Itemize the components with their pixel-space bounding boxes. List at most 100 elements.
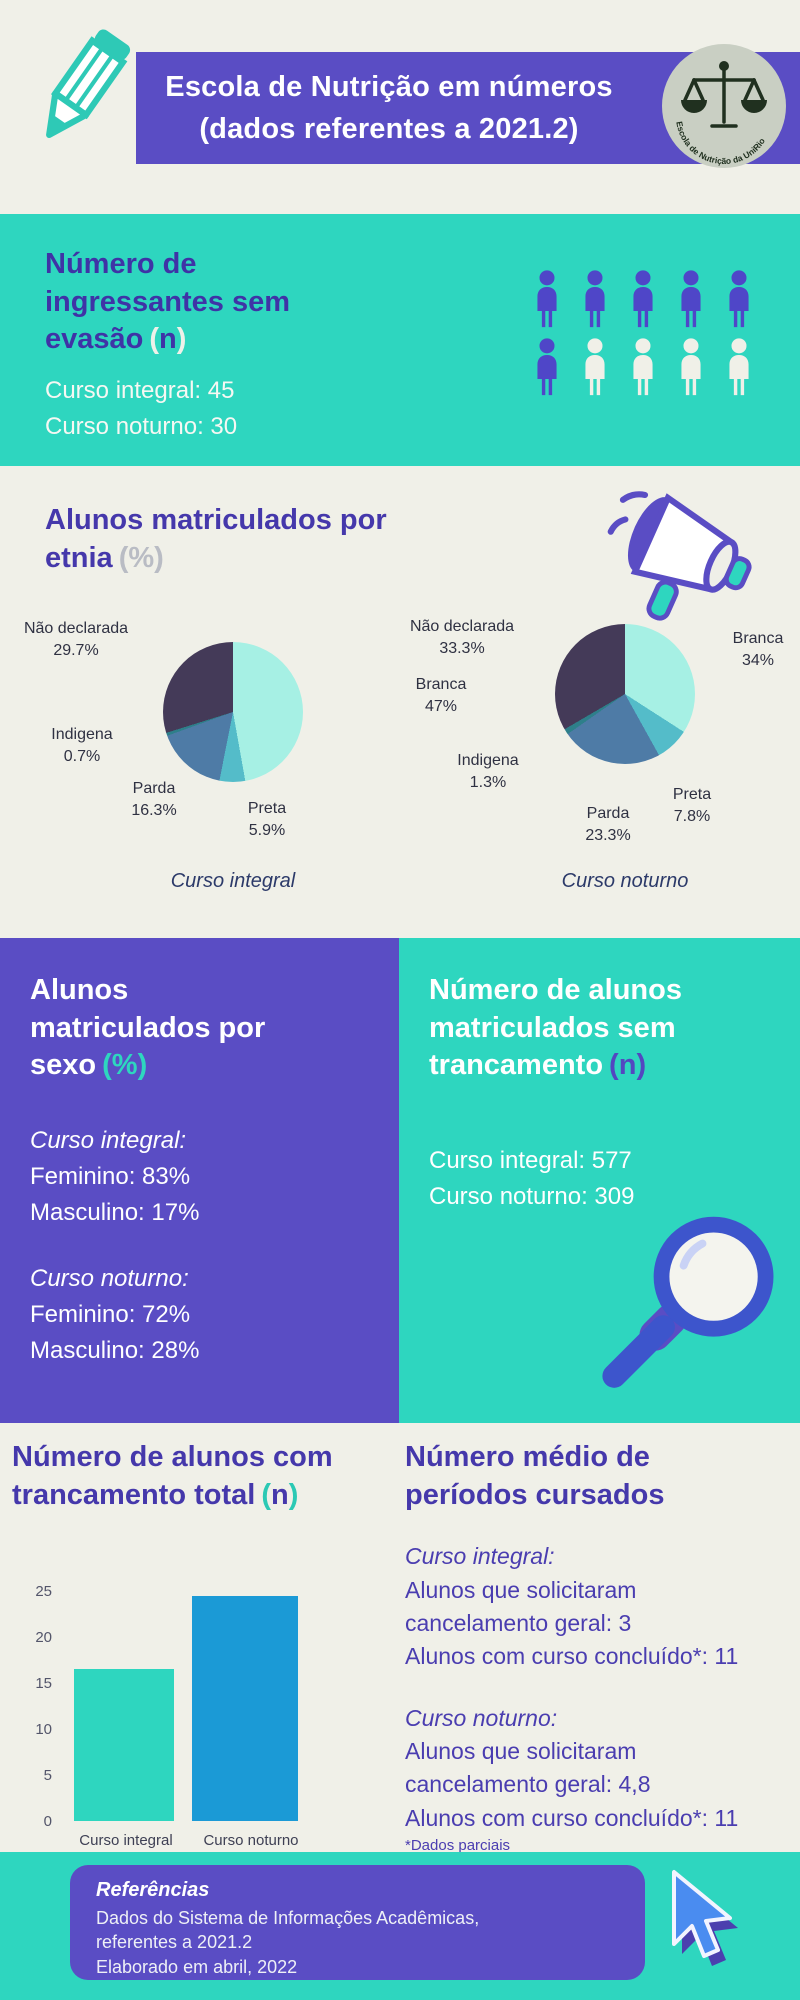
group-label: Curso noturno: (405, 1704, 558, 1731)
pie-label-parda: Parda 23.3% (560, 803, 656, 846)
unit-paren-open: ( (261, 1478, 271, 1511)
sexo-feminino-integral: Feminino: 83% (30, 1163, 191, 1191)
periodos-cancelamento-noturno: Alunos que solicitaram cancelamento gera… (405, 1738, 651, 1798)
unit-label: (%) (119, 542, 164, 574)
pie-label-value: 29.7% (53, 641, 99, 659)
person-icon-white (622, 338, 664, 396)
periodos-title: Número médio de períodos cursados (405, 1441, 665, 1511)
unit-paren-close: ) (636, 1049, 647, 1082)
unit-letter: n (159, 323, 177, 356)
pie-label-value: 16.3% (131, 801, 177, 819)
references-heading: Referências (96, 1879, 210, 1901)
unit-label: (n) (261, 1479, 298, 1511)
pie-label-name: Indigena (457, 752, 519, 769)
ingressantes-title: Número de ingressantes sem evasão (n) (45, 246, 335, 359)
unit-paren-close: ) (288, 1478, 299, 1511)
pie-label-value: 7.8% (673, 807, 711, 825)
unit-paren-open: ( (609, 1049, 619, 1082)
unit-letter: n (618, 1049, 637, 1082)
y-axis-tick-label: 25 (35, 1583, 52, 1600)
pie-label-name: Parda (132, 780, 176, 797)
footer-section: Referências Dados do Sistema de Informaç… (0, 1852, 800, 2000)
header-section: Escola de Nutrição em números (dados ref… (0, 0, 800, 214)
pie-label-parda: Parda 16.3% (108, 778, 200, 821)
pie-chart-curso-noturno (555, 624, 695, 764)
pie-label-nao-declarada: Não declarada 33.3% (386, 616, 538, 659)
trancamento-title-text: Número de alunos matriculados sem tranca… (429, 974, 682, 1082)
magnifier-icon (589, 1212, 794, 1397)
x-axis-label-curso-noturno: Curso noturno (203, 1832, 299, 1849)
pie-label-name: Branca (732, 630, 784, 647)
cursor-icon (648, 1856, 766, 1994)
person-icon-white (670, 338, 712, 396)
sexo-group-integral: Curso integral: Feminino: 83% Masculino:… (30, 1123, 369, 1231)
periodos-block: Número médio de períodos cursados Curso … (405, 1439, 765, 1854)
trancamento-curso-noturno: Curso noturno: 309 (429, 1183, 635, 1211)
person-icon-white (718, 338, 760, 396)
ingressantes-section: Número de ingressantes sem evasão (n) Cur… (0, 214, 800, 466)
sexo-group-noturno: Curso noturno: Feminino: 72% Masculino: … (30, 1261, 369, 1369)
pie-label-name: Preta (247, 800, 287, 817)
periodos-footnote: *Dados parciais (405, 1837, 511, 1855)
pie-label-value: 5.9% (248, 821, 286, 839)
sexo-title-text: Alunos matriculados por sexo (30, 974, 266, 1082)
pie-caption-curso-noturno: Curso noturno (561, 870, 689, 892)
sexo-masculino-integral: Masculino: 17% (30, 1199, 200, 1227)
sexo-trancamento-section: Alunos matriculados por sexo (%) Curso in… (0, 938, 800, 1423)
bar-chart-yticks: 0 5 10 15 20 25 (18, 1583, 56, 1830)
ingressantes-curso-integral: Curso integral: 45 (45, 377, 235, 405)
x-axis-label-curso-integral: Curso integral (79, 1832, 173, 1849)
pie-label-name: Parda (586, 805, 630, 822)
trancamento-total-title-text: Número de alunos com trancamento total (12, 1441, 333, 1511)
sexo-feminino-noturno: Feminino: 72% (30, 1301, 191, 1329)
unit-paren-close: ) (137, 1049, 148, 1082)
unit-letter: % (111, 1049, 138, 1082)
etnia-title-text: Alunos matriculados por etnia (45, 504, 387, 574)
unit-letter: % (128, 541, 155, 574)
pencil-icon (4, 10, 160, 166)
pie-label-branca: Branca 34% (716, 628, 800, 671)
unit-paren-open: ( (102, 1049, 112, 1082)
people-pictogram (526, 270, 766, 396)
pie-label-preta: Preta 5.9% (222, 798, 312, 841)
bar-curso-integral (74, 1669, 174, 1821)
pie-label-name: Não declarada (409, 618, 515, 635)
references-box: Referências Dados do Sistema de Informaç… (70, 1865, 645, 1980)
periodos-group-integral: Curso integral: Alunos que solicitaram c… (405, 1540, 765, 1673)
trancamento-panel: Número de alunos matriculados sem tranca… (399, 938, 800, 1423)
megaphone-icon (596, 468, 792, 628)
sexo-panel: Alunos matriculados por sexo (%) Curso in… (0, 938, 399, 1423)
group-label: Curso integral: (30, 1127, 187, 1155)
pie-label-branca: Branca 47% (396, 674, 486, 717)
references-line-period: referentes a 2021.2 (96, 1932, 253, 1953)
periodos-concluido-noturno: Alunos com curso concluído*: 11 (405, 1804, 739, 1831)
person-icon-purple (622, 270, 664, 328)
person-icon-purple (526, 270, 568, 328)
pie-label-value: 1.3% (469, 773, 507, 791)
unit-paren-close: ) (176, 323, 187, 356)
unit-paren-open: ( (149, 323, 160, 356)
person-icon-purple (526, 338, 568, 396)
y-axis-tick-label: 15 (35, 1675, 52, 1692)
pie-label-value: 0.7% (63, 747, 101, 765)
page-title: Escola de Nutrição em números (165, 70, 613, 103)
school-logo: Escola de Nutrição da UniRio (660, 42, 788, 170)
pie-label-name: Indigena (51, 726, 113, 743)
pie-label-preta: Preta 7.8% (650, 784, 734, 827)
trancamento-curso-integral: Curso integral: 577 (429, 1147, 632, 1175)
unit-label: (n) (149, 323, 186, 355)
y-axis-tick-label: 5 (43, 1767, 52, 1784)
y-axis-tick-label: 0 (43, 1813, 52, 1830)
trancamento-title: Número de alunos matriculados sem tranca… (429, 972, 739, 1085)
person-icon-purple (670, 270, 712, 328)
periodos-group-noturno: Curso noturno: Alunos que solicitaram ca… (405, 1702, 765, 1854)
y-axis-tick-label: 20 (35, 1629, 52, 1646)
unit-paren-open: ( (118, 541, 129, 574)
person-icon-purple (718, 270, 760, 328)
etnia-title: Alunos matriculados por etnia (%) (45, 502, 445, 577)
periodos-concluido-integral: Alunos com curso concluído*: 11 (405, 1643, 739, 1670)
ingressantes-curso-noturno: Curso noturno: 30 (45, 413, 238, 441)
pie-label-value: 34% (741, 651, 775, 669)
trancamento-bar-chart: 0 5 10 15 20 25 Curso integral Curso noturno (18, 1581, 396, 1867)
pie-label-indigena: Indigena 0.7% (30, 724, 134, 767)
